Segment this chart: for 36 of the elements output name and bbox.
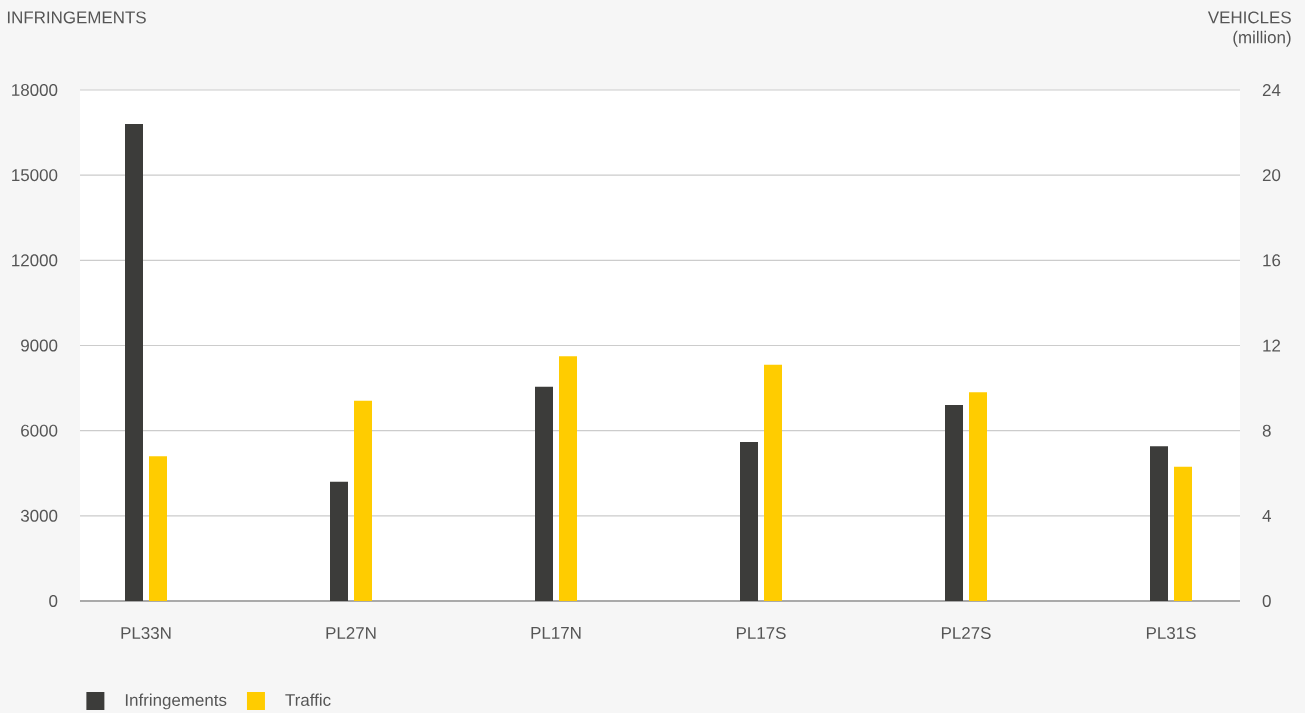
y2-axis-title: VEHICLES (million) <box>1207 11 1291 47</box>
bar <box>354 400 373 601</box>
y2-tick-label: 16 <box>1263 254 1281 267</box>
legend-label: Infringements <box>125 693 227 710</box>
x-tick-label: PL27S <box>941 626 991 639</box>
bar <box>969 392 988 601</box>
bar <box>330 481 348 601</box>
y2-tick-label: 8 <box>1262 424 1271 437</box>
legend-label: Traffic <box>285 693 331 706</box>
y-tick-label: 9000 <box>21 339 58 352</box>
bar <box>764 364 783 601</box>
y-tick-label: 18000 <box>12 83 58 96</box>
x-tick-label: PL31S <box>1146 626 1196 639</box>
y2-tick-label: 20 <box>1262 168 1281 181</box>
bar <box>1150 446 1168 601</box>
y2-tick-label: 12 <box>1263 339 1281 352</box>
y-tick-label: 12000 <box>12 254 58 267</box>
bar <box>945 404 964 601</box>
y-tick-label: 3000 <box>20 509 58 522</box>
bar <box>535 386 553 601</box>
bar <box>559 355 578 601</box>
bar <box>1174 466 1192 601</box>
y-tick-label: 6000 <box>21 424 58 437</box>
x-tick-label: PL17S <box>736 626 786 639</box>
y2-tick-label: 0 <box>1262 594 1271 607</box>
y2-tick-label: 24 <box>1262 83 1281 96</box>
x-tick-label: PL27N <box>326 626 376 639</box>
y2-tick-label: 4 <box>1262 509 1271 522</box>
y-tick-label: 0 <box>49 594 58 607</box>
x-tick-label: PL17N <box>531 626 581 639</box>
bar <box>149 456 167 601</box>
bar <box>740 441 759 601</box>
y-axis-title: INFRINGEMENTS <box>7 11 146 24</box>
bar <box>125 123 143 601</box>
y-tick-label: 15000 <box>12 169 58 181</box>
x-tick-label: PL33N <box>121 626 171 639</box>
